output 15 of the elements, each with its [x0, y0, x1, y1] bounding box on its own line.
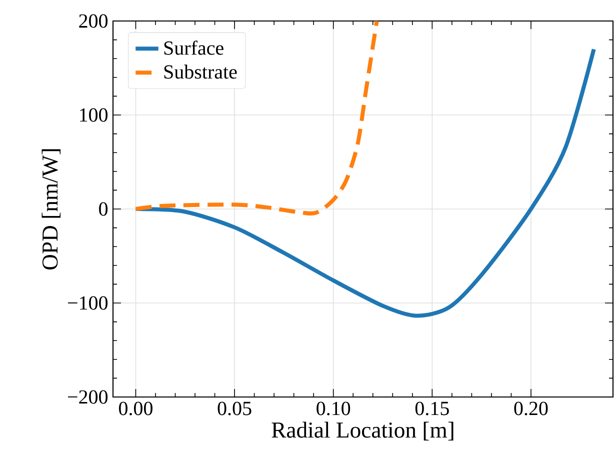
y-tick-label: 100: [80, 108, 108, 122]
line-series: [134, 21, 379, 216]
x-tick-label: 0.20: [514, 402, 548, 416]
y-axis-title: OPD [nm/W]: [42, 149, 61, 270]
legend-label: Surface: [164, 40, 224, 55]
y-tick-label: 200: [79, 14, 108, 28]
legend-label: Substrate: [164, 64, 237, 79]
y-tick-label: −100: [68, 296, 108, 310]
x-tick-label: 0.00: [118, 402, 152, 416]
y-tick-label: 0: [99, 202, 108, 216]
x-tick-label: 0.05: [218, 402, 252, 416]
x-tick-label: 0.15: [415, 402, 449, 416]
y-tick-label: −200: [68, 390, 108, 404]
x-axis-title: Radial Location [m]: [272, 422, 454, 441]
x-tick-label: 0.10: [316, 402, 350, 416]
